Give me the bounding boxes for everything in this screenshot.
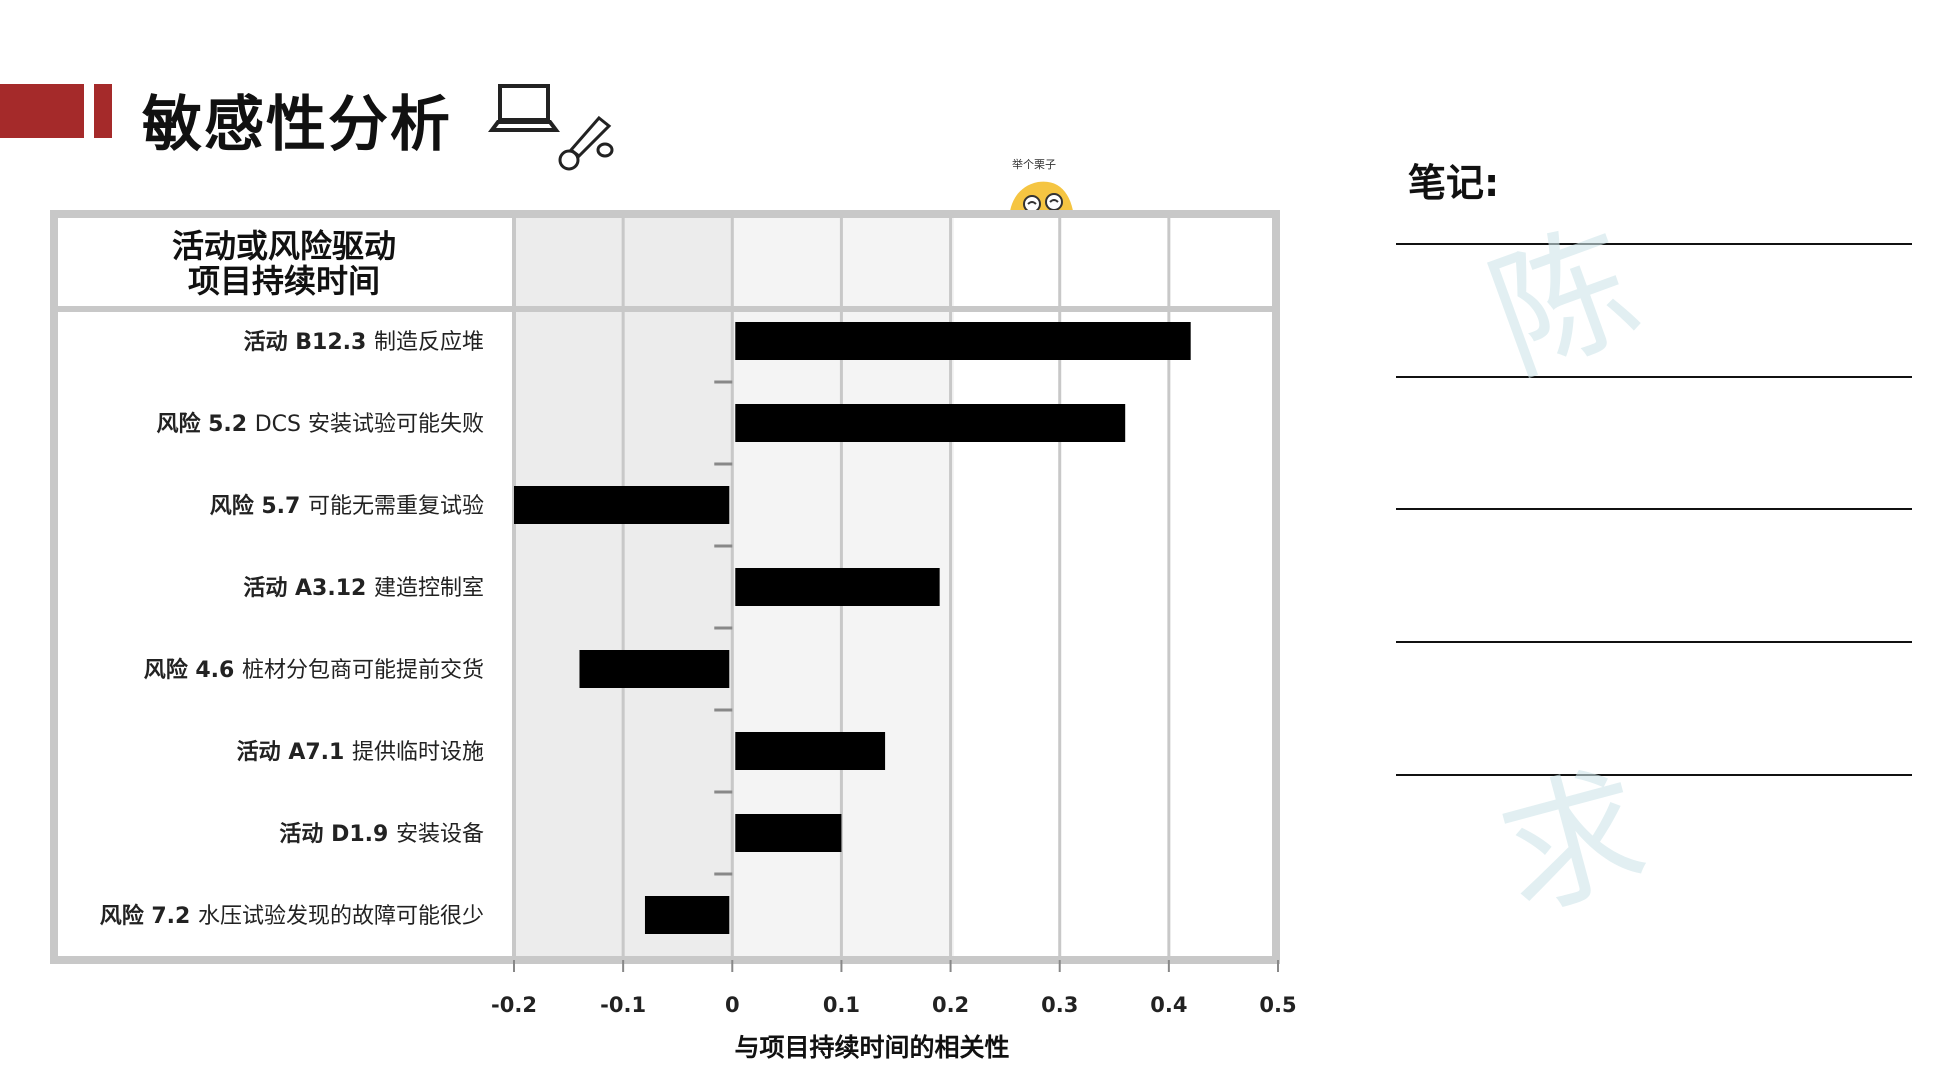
- notes-title: 笔记:: [1408, 161, 1500, 205]
- title-accent-bar: [0, 84, 90, 138]
- page-title: 敏感性分析: [142, 90, 452, 160]
- row-label: 活动 A3.12 建造控制室: [243, 576, 484, 601]
- x-tick-label: -0.2: [491, 993, 537, 1017]
- bar: [514, 486, 730, 524]
- row-label: 活动 D1.9 安装设备: [279, 822, 484, 847]
- row-label: 风险 4.6 桩材分包商可能提前交货: [144, 657, 484, 683]
- row-label: 活动 B12.3 制造反应堆: [244, 330, 484, 355]
- bar: [735, 322, 1191, 360]
- x-axis-label: 与项目持续时间的相关性: [734, 1033, 1009, 1062]
- title-accent-gap: [84, 84, 94, 138]
- mascot-caption: 举个栗子: [1012, 158, 1056, 171]
- row-label: 活动 A7.1 提供临时设施: [237, 740, 484, 765]
- note-line: [1396, 376, 1912, 378]
- note-line: [1396, 641, 1912, 643]
- header-line-2: 项目持续时间: [188, 262, 380, 300]
- row-label: 风险 5.2 DCS 安装试验可能失败: [156, 411, 484, 437]
- bar: [735, 568, 940, 606]
- note-line: [1396, 243, 1912, 245]
- x-tick-label: 0.2: [932, 993, 969, 1017]
- screwdriver-icon: [558, 115, 614, 171]
- x-tick-label: -0.1: [600, 993, 646, 1017]
- bar: [735, 404, 1126, 442]
- bar: [644, 896, 730, 934]
- x-tick-label: 0: [725, 993, 740, 1017]
- bar: [735, 732, 886, 770]
- x-tick-label: 0.1: [823, 993, 860, 1017]
- x-tick-label: 0.5: [1259, 993, 1296, 1017]
- row-label: 风险 5.7 可能无需重复试验: [210, 493, 484, 519]
- laptop-icon: [488, 84, 560, 132]
- bar: [579, 650, 730, 688]
- row-label: 风险 7.2 水压试验发现的故障可能很少: [100, 903, 484, 929]
- note-line: [1396, 508, 1912, 510]
- x-tick-label: 0.4: [1150, 993, 1187, 1017]
- bar: [735, 814, 842, 852]
- title-accent-bar-small: [94, 84, 112, 138]
- note-line: [1396, 774, 1912, 776]
- header-line-1: 活动或风险驱动: [172, 227, 396, 265]
- x-tick-label: 0.3: [1041, 993, 1078, 1017]
